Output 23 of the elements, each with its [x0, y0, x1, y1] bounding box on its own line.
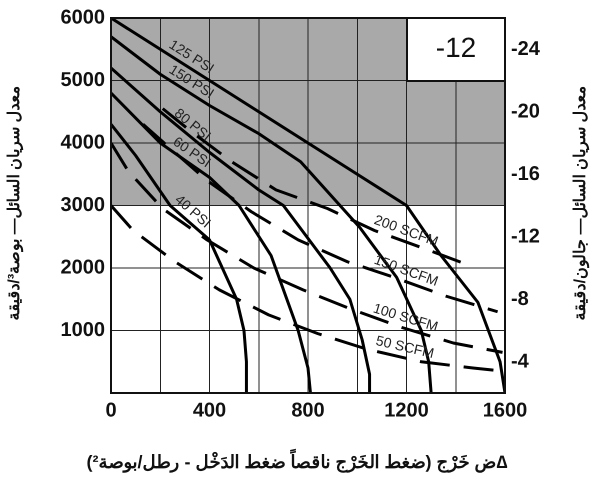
x-axis-title: ∆ض خَرْج (ضغط الخَرْج ناقصاً ضغط الدَخْل - رطل/بوصة²) [86, 451, 508, 473]
x-tick-label: 1200 [384, 400, 429, 422]
x-tick-label: 400 [192, 400, 226, 422]
y-tick-label: 3000 [60, 194, 105, 216]
x-tick-label: 1600 [482, 400, 528, 422]
x-tick-label: 800 [291, 400, 325, 422]
y2-tick-label: -8 [511, 288, 529, 310]
x-tick-label: 0 [105, 400, 117, 422]
y-axis-title: معدل سريان السائل— بوصة³/دقيقة [5, 85, 24, 321]
y2-tick-label: -12 [511, 225, 540, 248]
y2-tick-label: -20 [511, 100, 540, 122]
annotation: -12 [436, 32, 476, 64]
y-tick-label: 5000 [60, 69, 105, 92]
y2-tick-label: -16 [511, 162, 540, 185]
text: 200 SCFM [372, 211, 441, 250]
y-tick-label: 6000 [60, 6, 105, 29]
y-tick-label: 4000 [60, 132, 105, 154]
y-tick-label: 2000 [60, 256, 105, 279]
y2-tick-label: -4 [511, 350, 530, 372]
y2-axis-title: معدل سريان السائل— جالون/دقيقة [571, 86, 590, 320]
y-tick-label: 1000 [60, 319, 105, 342]
text: 50 SCFM [374, 332, 436, 362]
y2-tick-label: -24 [511, 38, 541, 60]
